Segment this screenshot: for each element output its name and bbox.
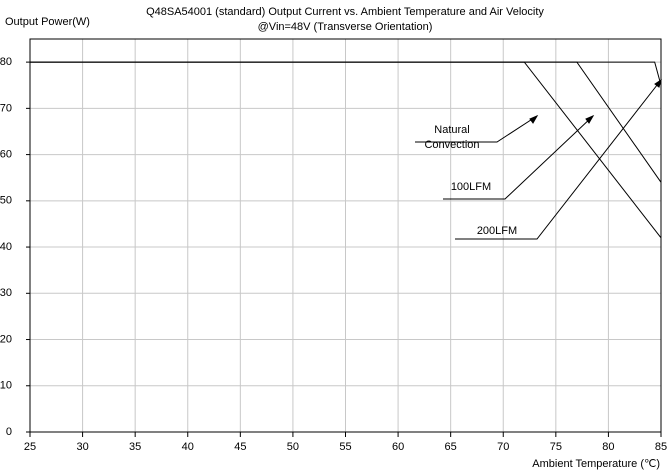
arrow: [654, 78, 662, 88]
arrow: [529, 114, 539, 124]
annotation: 200LFM: [477, 225, 517, 237]
x-tick-label: 80: [602, 441, 614, 453]
x-axis-label: Ambient Temperature (℃): [532, 458, 660, 470]
plot-frame: [29, 38, 662, 433]
x-tick-label: 40: [182, 441, 194, 453]
x-tick-label: 65: [445, 441, 457, 453]
y-tick-label: 40: [0, 241, 12, 253]
x-tick-label: 70: [497, 441, 509, 453]
y-tick-label: 10: [0, 380, 12, 392]
x-tick-label: 50: [287, 441, 299, 453]
x-tick-label: 25: [24, 441, 36, 453]
leader-200lfm: [455, 79, 662, 240]
leader-natural: [415, 115, 538, 143]
y-axis-label: Output Power(W): [5, 16, 90, 28]
y-tick-label: 30: [0, 287, 12, 299]
y-tick-label: 80: [0, 56, 12, 68]
y-tick-label: 0: [6, 426, 12, 438]
series-line: [30, 61, 662, 86]
x-tick-label: 45: [234, 441, 246, 453]
x-tick-label: 75: [550, 441, 562, 453]
y-tick-label: 20: [0, 333, 12, 345]
x-tick-label: 60: [392, 441, 404, 453]
x-tick-label: 85: [655, 441, 667, 453]
annotations: [415, 78, 662, 240]
y-tick-label: 70: [0, 102, 12, 114]
y-tick-label: 50: [0, 195, 12, 207]
x-tick-label: 55: [339, 441, 351, 453]
chart-title: Q48SA54001 (standard) Output Current vs.…: [146, 6, 544, 18]
annotation: Natural: [434, 124, 469, 136]
lines: [30, 61, 662, 239]
arrow: [585, 114, 595, 124]
leader-100lfm: [443, 115, 594, 200]
chart-subtitle: @Vin=48V (Transverse Orientation): [258, 21, 433, 33]
y-tick-label: 60: [0, 148, 12, 160]
x-tick-label: 30: [76, 441, 88, 453]
grid: [26, 38, 662, 437]
annotation: Convection: [424, 139, 479, 151]
x-tick-label: 35: [129, 441, 141, 453]
annotation: 100LFM: [451, 181, 491, 193]
